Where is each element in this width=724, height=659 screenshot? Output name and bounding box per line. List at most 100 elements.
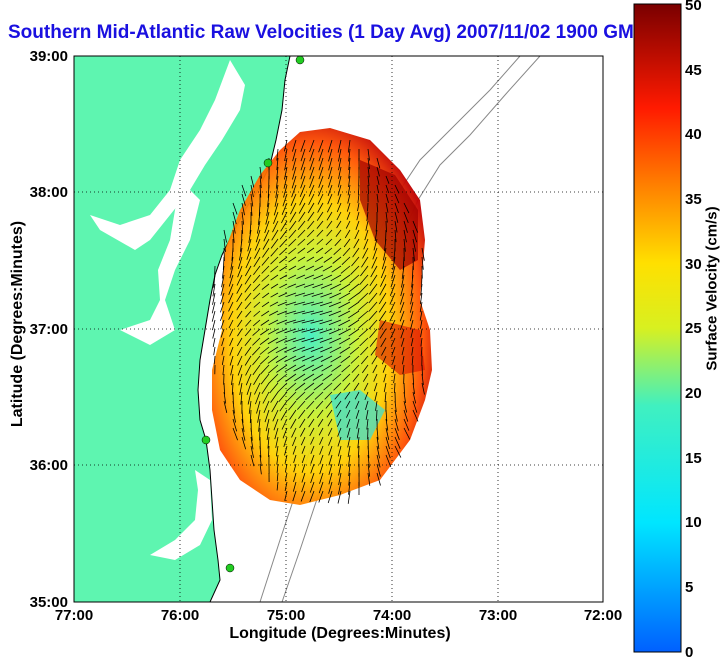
y-tick-label: 35:00 bbox=[30, 594, 68, 611]
velocity-arrow bbox=[231, 373, 234, 386]
velocity-arrow bbox=[245, 319, 252, 327]
high-velocity-zone bbox=[360, 160, 418, 270]
velocity-arrow bbox=[297, 256, 306, 262]
velocity-arrow bbox=[229, 337, 234, 346]
coastline bbox=[197, 56, 291, 602]
velocity-arrow bbox=[343, 238, 351, 248]
velocity-arrow bbox=[344, 229, 351, 239]
velocity-arrow bbox=[292, 490, 297, 502]
velocity-arrow bbox=[365, 220, 369, 231]
velocity-arrow bbox=[421, 256, 424, 270]
velocity-arrow bbox=[321, 364, 333, 372]
velocity-arrow bbox=[300, 166, 306, 180]
velocity-arrow bbox=[403, 202, 410, 214]
velocity-arrow bbox=[228, 301, 234, 312]
velocity-arrow bbox=[384, 238, 387, 252]
velocity-arrow bbox=[241, 436, 247, 450]
colorbar-tick: 40 bbox=[685, 126, 702, 143]
velocity-arrow bbox=[211, 301, 216, 314]
velocity-arrow bbox=[337, 445, 342, 457]
velocity-arrow bbox=[314, 391, 324, 400]
velocity-arrow bbox=[355, 400, 360, 409]
velocity-arrow bbox=[311, 355, 324, 362]
velocity-arrow bbox=[310, 319, 324, 324]
velocity-arrow bbox=[307, 202, 315, 214]
velocity-arrow bbox=[319, 319, 333, 325]
velocity-arrow bbox=[412, 382, 415, 395]
colorbar-tick: 45 bbox=[685, 62, 702, 79]
velocity-arrow bbox=[284, 445, 288, 456]
velocity-arrow bbox=[319, 463, 324, 475]
velocity-arrow bbox=[336, 220, 342, 229]
velocity-arrow bbox=[351, 364, 360, 373]
velocity-arrow bbox=[275, 355, 288, 363]
velocity-arrow bbox=[412, 229, 418, 243]
velocity-arrow bbox=[301, 346, 315, 352]
velocity-arrow bbox=[411, 355, 414, 366]
velocity-arrow bbox=[358, 445, 360, 458]
velocity-arrow bbox=[273, 202, 279, 216]
velocity-arrow bbox=[392, 256, 396, 270]
velocity-arrow bbox=[307, 220, 315, 230]
velocity-arrow bbox=[318, 175, 324, 188]
colorbar-tick: 10 bbox=[685, 514, 702, 531]
velocity-arrow bbox=[360, 355, 369, 365]
velocity-arrow bbox=[326, 229, 333, 237]
velocity-arrow bbox=[338, 148, 342, 162]
velocity-arrow bbox=[276, 472, 279, 482]
velocity-arrow bbox=[301, 481, 306, 493]
velocity-arrow bbox=[280, 409, 288, 421]
velocity-arrow bbox=[358, 184, 360, 195]
velocity-arrow bbox=[232, 211, 237, 225]
velocity-arrow bbox=[253, 310, 261, 317]
velocity-arrow bbox=[221, 337, 225, 347]
velocity-arrow bbox=[390, 274, 396, 288]
velocity-arrow bbox=[221, 265, 225, 279]
velocity-arrow bbox=[265, 211, 270, 225]
velocity-arrow bbox=[354, 229, 360, 240]
velocity-arrow bbox=[376, 445, 380, 459]
velocity-arrow bbox=[232, 400, 235, 414]
velocity-arrow bbox=[338, 481, 342, 495]
velocity-arrow bbox=[324, 247, 333, 255]
velocity-arrow bbox=[382, 364, 387, 373]
velocity-arrow bbox=[228, 274, 234, 287]
velocity-arrow bbox=[298, 202, 306, 214]
velocity-arrow bbox=[276, 157, 279, 171]
velocity-arrow bbox=[348, 175, 351, 188]
velocity-arrow bbox=[389, 283, 396, 296]
velocity-arrow bbox=[363, 238, 369, 250]
velocity-arrow bbox=[319, 436, 324, 445]
velocity-arrow bbox=[240, 391, 243, 405]
velocity-arrow bbox=[283, 436, 288, 448]
velocity-arrow bbox=[279, 265, 288, 272]
velocity-arrow bbox=[336, 409, 342, 418]
velocity-arrow bbox=[327, 139, 333, 153]
velocity-arrow bbox=[244, 283, 252, 293]
velocity-arrow bbox=[376, 436, 380, 450]
velocity-arrow bbox=[312, 283, 324, 289]
velocity-arrow bbox=[399, 301, 405, 314]
velocity-arrow bbox=[374, 229, 378, 242]
velocity-arrow bbox=[385, 418, 389, 431]
velocity-arrow bbox=[311, 364, 324, 372]
velocity-arrow bbox=[385, 220, 387, 233]
velocity-arrow bbox=[250, 454, 255, 467]
velocity-arrow bbox=[403, 220, 408, 233]
velocity-arrow bbox=[351, 256, 360, 267]
velocity-arrow bbox=[292, 481, 297, 492]
velocity-arrow bbox=[310, 454, 315, 464]
velocity-arrow bbox=[365, 409, 369, 420]
velocity-arrow bbox=[358, 283, 369, 294]
velocity-arrow bbox=[410, 283, 414, 296]
velocity-arrow bbox=[252, 364, 261, 376]
velocity-arrow bbox=[285, 301, 297, 306]
velocity-arrow bbox=[334, 391, 342, 400]
velocity-arrow bbox=[330, 355, 342, 363]
velocity-arrow bbox=[302, 301, 315, 306]
station-marker bbox=[295, 56, 305, 65]
velocity-arrow bbox=[316, 220, 324, 229]
velocity-arrow bbox=[300, 175, 306, 189]
velocity-arrow bbox=[369, 337, 378, 347]
velocity-arrow bbox=[399, 310, 405, 322]
